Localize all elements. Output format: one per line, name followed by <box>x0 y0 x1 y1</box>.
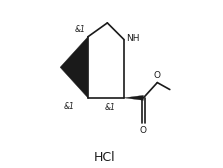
Text: O: O <box>140 126 147 135</box>
Text: O: O <box>153 71 160 79</box>
Polygon shape <box>124 95 143 100</box>
Polygon shape <box>60 37 88 98</box>
Text: &1: &1 <box>105 103 116 112</box>
Text: HCl: HCl <box>94 151 115 164</box>
Text: NH: NH <box>126 34 139 43</box>
Text: &1: &1 <box>63 102 74 111</box>
Text: &1: &1 <box>74 25 85 34</box>
